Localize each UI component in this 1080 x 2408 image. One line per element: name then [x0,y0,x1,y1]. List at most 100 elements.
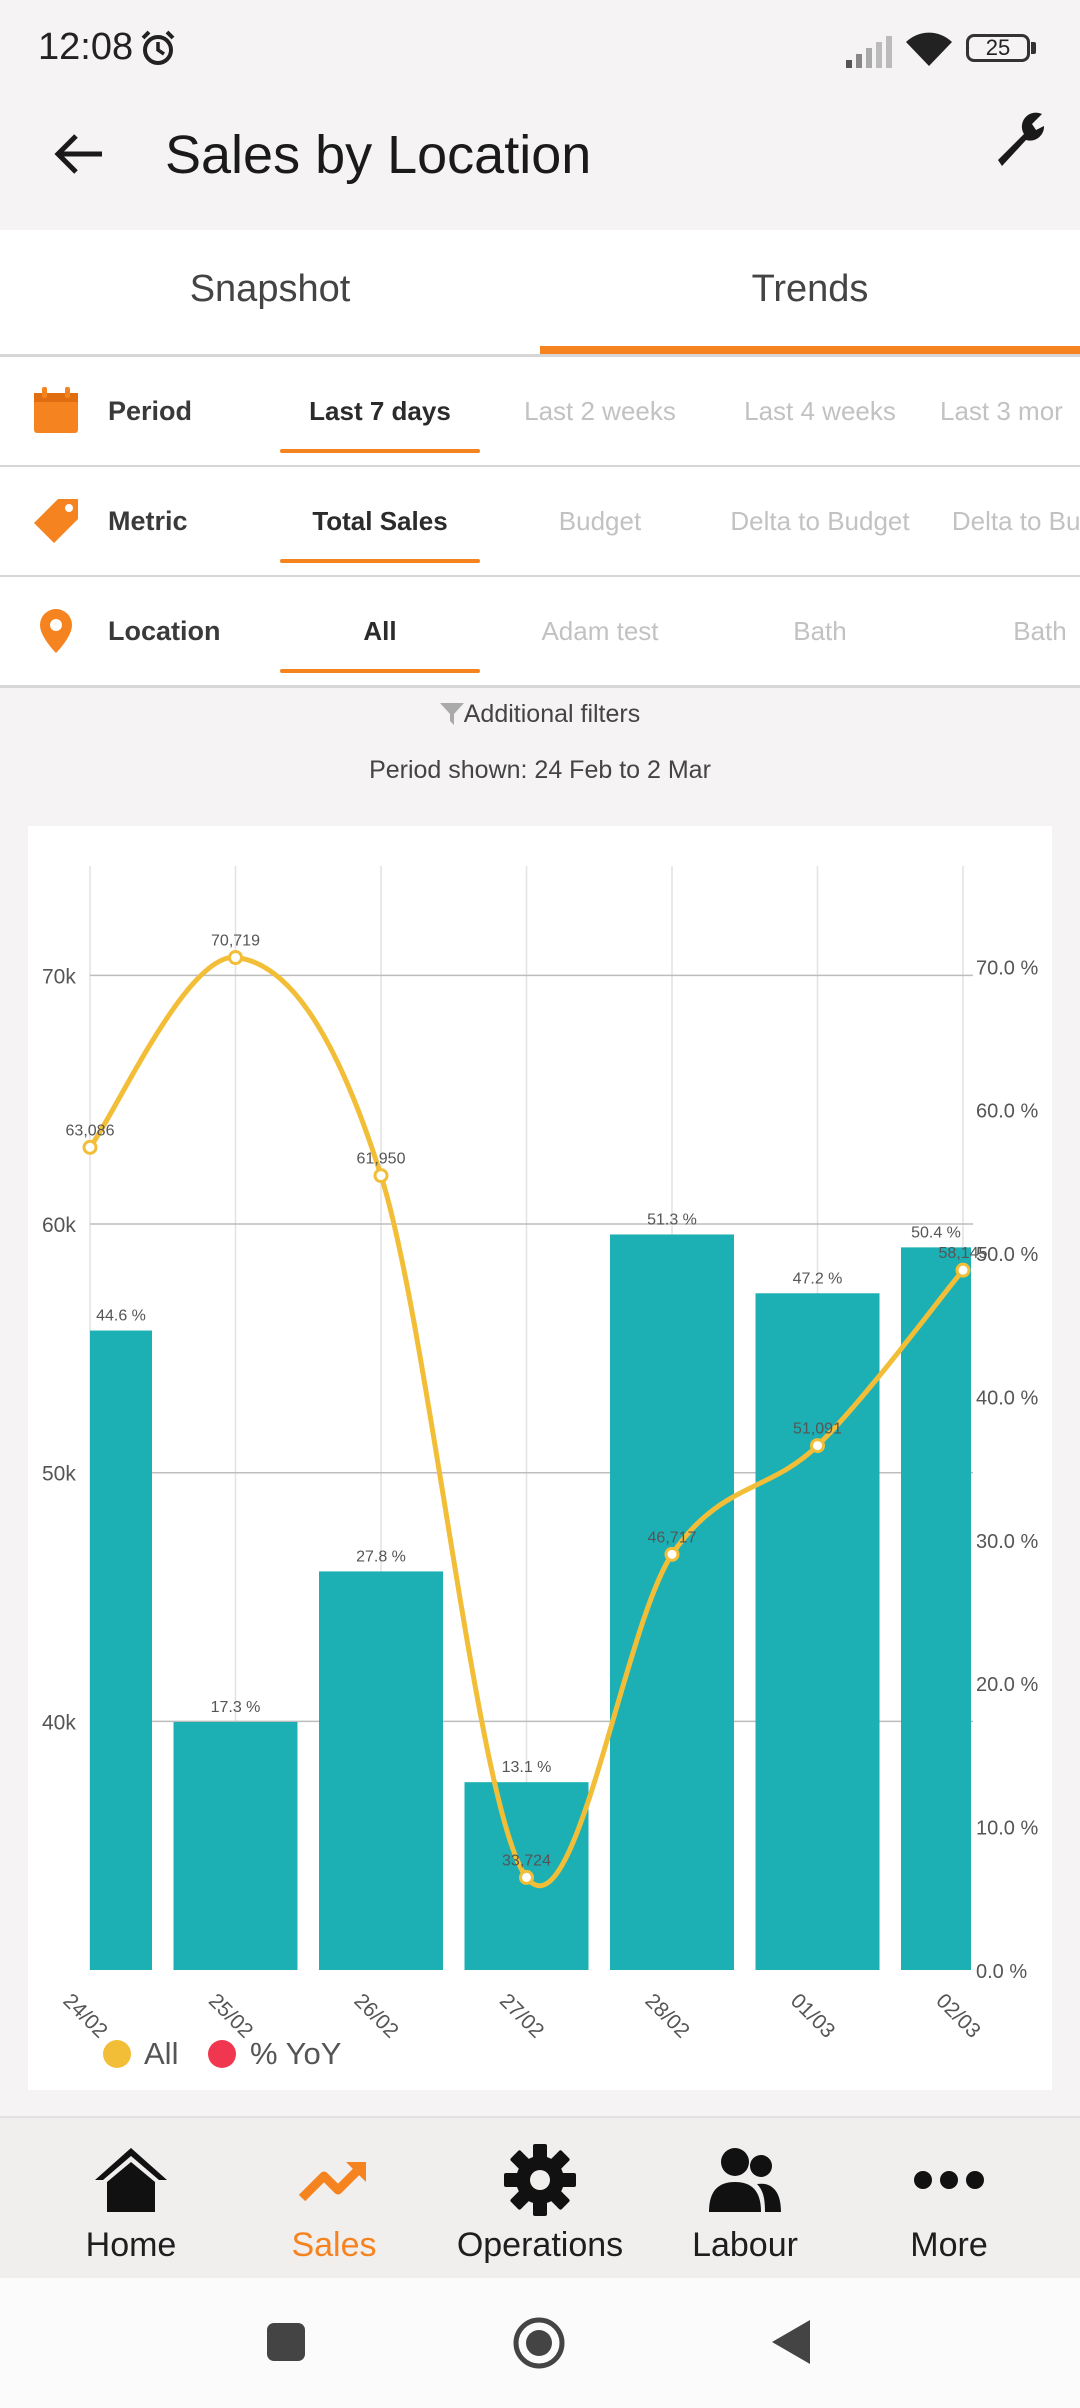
y-left-tick-label: 70k [42,965,76,988]
line-data-label: 61,950 [357,1151,406,1168]
tab-indicator [540,346,1080,354]
signal-icon [846,36,892,68]
x-tick-label: 28/02 [640,1989,693,2042]
period-option-last-4-weeks[interactable]: Last 4 weeks [744,396,896,426]
bar-data-label: 44.6 % [96,1308,146,1325]
line-data-label: 58,145 [939,1245,988,1262]
y-right-tick-label: 0.0 % [976,1961,1027,1983]
tab-snapshot[interactable]: Snapshot [189,268,351,310]
location-pin-icon [40,609,72,653]
location-option-bath[interactable]: Bath [793,616,847,646]
legend-label-all[interactable]: All [144,2036,178,2071]
line-point-27/02[interactable] [519,1869,534,1885]
bar-data-label: 17.3 % [211,1699,261,1716]
x-tick-label: 26/02 [349,1989,402,2042]
nav-sales-label: Sales [291,2226,377,2264]
battery-icon: 25 [966,34,1030,62]
line-point-28/02[interactable] [664,1546,680,1562]
recents-button[interactable] [266,2322,306,2362]
line-data-label: 63,086 [66,1122,115,1139]
period-label: Period [108,396,193,426]
nav-home[interactable]: Home [28,2118,234,2280]
status-bar: 12:08 25 [0,0,1080,96]
period-filter-row: Period Last 7 days Last 2 weeks Last 4 w… [0,357,1080,468]
back-button[interactable] [40,116,116,192]
period-option-last-3-months[interactable]: Last 3 mor [940,396,1063,426]
x-tick-label: 01/03 [786,1989,839,2042]
y-left-tick-label: 50k [42,1463,76,1486]
metric-option-delta-to-budget[interactable]: Delta to Budget [730,506,910,536]
tag-icon [34,499,78,543]
metric-label: Metric [108,506,188,536]
y-right-tick-label: 30.0 % [976,1531,1038,1553]
period-shown-text: Period shown: 24 Feb to 2 Mar [369,756,711,784]
line-point-01/03[interactable] [810,1438,825,1454]
line-all [88,955,965,1889]
line-data-label: 70,719 [211,933,260,950]
period-option-last-2-weeks[interactable]: Last 2 weeks [524,396,676,426]
metric-option-delta-to-budget-pct[interactable]: Delta to Bu (%) [951,506,1080,536]
y-right-tick-label: 20.0 % [976,1674,1038,1696]
sales-trend-chart: 40k 50k 60k 70k 0.0 % 10.0 % 20.0 % 30.0 % 40.0 … [42,866,1038,2071]
bar-yoy-28/02[interactable] [610,1234,734,1970]
x-tick-label: 25/02 [204,1989,257,2042]
people-icon [709,2148,781,2212]
y-left-tick-label: 60k [42,1214,76,1237]
bottom-nav: Home Sales Operations [0,2116,1080,2280]
filter-icon [439,703,464,725]
page-title: Sales by Location [165,125,592,185]
line-data-label: 51,091 [793,1421,842,1438]
more-dots-icon [914,2171,984,2189]
chart-card: 40k 50k 60k 70k 0.0 % 10.0 % 20.0 % 30.0 % 40.0 … [28,826,1052,2090]
status-time: 12:08 [38,26,134,68]
bar-yoy-02/03[interactable] [901,1247,971,1970]
y-left-tick-label: 40k [42,1711,76,1734]
legend-marker-yoy [208,2040,236,2068]
bar-yoy-26/02[interactable] [319,1571,443,1970]
bar-yoy-24/02[interactable] [90,1330,152,1970]
legend-marker-all [103,2040,131,2068]
bar-data-label: 13.1 % [502,1759,552,1776]
bar-yoy-25/02[interactable] [173,1721,298,1970]
settings-button[interactable] [990,108,1060,178]
line-point-24/02[interactable] [82,1139,98,1155]
line-point-25/02[interactable] [228,950,243,966]
metric-filter-row: Metric Total Sales Budget Delta to Budge… [0,467,1080,578]
y-right-tick-label: 50.0 % [976,1244,1038,1266]
period-option-last-7-days[interactable]: Last 7 days [280,357,480,465]
location-option-bath-2[interactable]: Bath [1013,616,1067,646]
battery-tip [1031,42,1036,54]
nav-more[interactable]: More [846,2118,1052,2280]
metric-option-budget[interactable]: Budget [558,506,642,536]
y-right-tick-label: 10.0 % [976,1818,1038,1840]
bar-data-label: 51.3 % [647,1211,697,1228]
bar-yoy-01/03[interactable] [755,1293,880,1970]
additional-filters-button[interactable]: Additional filters [0,700,1080,729]
wrench-icon [998,112,1045,166]
nav-operations[interactable]: Operations [437,2118,643,2280]
nav-labour[interactable]: Labour [642,2118,848,2280]
gear-icon [504,2144,576,2216]
nav-operations-label: Operations [456,2226,624,2264]
location-label: Location [108,616,221,646]
location-filter-row: Location All Adam test Bath Bath [0,577,1080,688]
nav-labour-label: Labour [692,2226,798,2264]
line-point-26/02[interactable] [373,1168,389,1184]
line-point-02/03[interactable] [955,1262,971,1278]
nav-home-label: Home [85,2226,177,2264]
y-right-tick-label: 70.0 % [976,957,1038,979]
tab-trends[interactable]: Trends [751,268,869,310]
metric-option-total-sales[interactable]: Total Sales [280,467,480,575]
line-data-label: 46,717 [648,1529,697,1546]
nav-sales[interactable]: Sales [231,2118,437,2280]
legend-label-yoy[interactable]: % YoY [250,2036,341,2071]
home-system-button[interactable] [512,2316,566,2370]
y-right-tick-label: 60.0 % [976,1101,1038,1123]
calendar-icon [34,387,78,433]
back-system-button[interactable] [770,2318,812,2366]
alarm-icon [141,30,175,65]
location-option-adam-test[interactable]: Adam test [541,616,659,646]
bar-data-label: 47.2 % [793,1270,843,1287]
location-option-all[interactable]: All [280,577,480,685]
y-right-tick-label: 40.0 % [976,1387,1038,1409]
